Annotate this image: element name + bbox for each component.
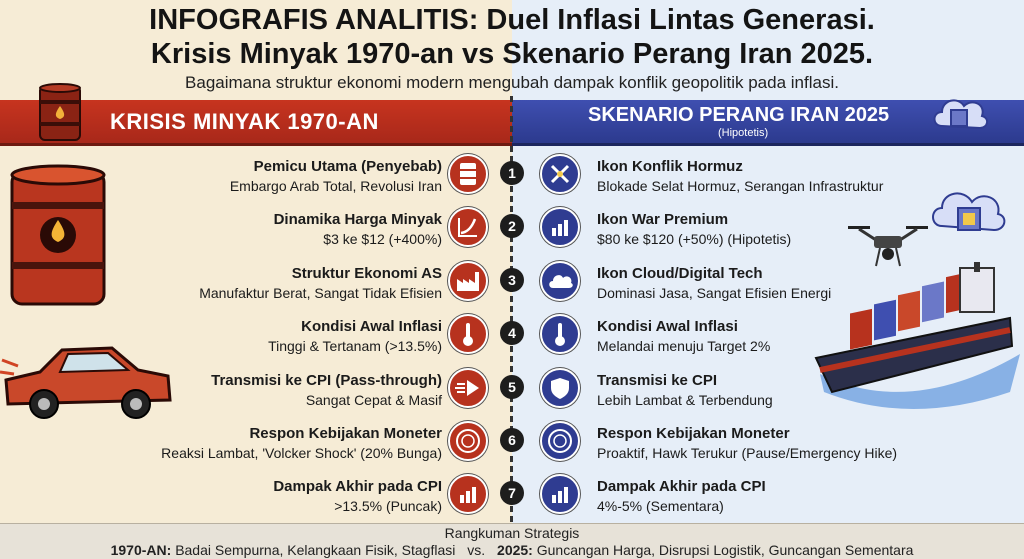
factory-icon	[448, 261, 488, 301]
right-row-value: Dominasi Jasa, Sangat Efisien Energi	[597, 285, 832, 301]
right-row-title: Ikon War Premium	[597, 211, 729, 228]
row-number-badge: 3	[500, 268, 524, 292]
right-row-value: Lebih Lambat & Terbendung	[597, 392, 773, 408]
right-row-value: Blokade Selat Hormuz, Serangan Infrastru…	[597, 178, 884, 194]
comparison-row-3: Struktur Ekonomi AS Manufaktur Berat, Sa…	[0, 261, 1024, 321]
center-divider	[510, 96, 513, 528]
left-banner: KRISIS MINYAK 1970-AN	[0, 100, 512, 146]
comparison-row-2: Dinamika Harga Minyak $3 ke $12 (+400%) …	[0, 207, 1024, 267]
right-row-value: Melandai menuju Target 2%	[597, 338, 771, 354]
bar-chart-icon	[540, 207, 580, 247]
row-number-badge: 5	[500, 375, 524, 399]
footer-summary-line: 1970-AN: Badai Sempurna, Kelangkaan Fisi…	[0, 542, 1024, 558]
right-row-title: Ikon Cloud/Digital Tech	[597, 265, 763, 282]
left-row-value: Reaksi Lambat, 'Volcker Shock' (20% Bung…	[161, 445, 442, 461]
footer-left-text: Badai Sempurna, Kelangkaan Fisik, Stagfl…	[175, 542, 456, 558]
seal-icon	[540, 421, 580, 461]
left-row-title: Pemicu Utama (Penyebab)	[253, 158, 442, 175]
shield-icon	[540, 368, 580, 408]
row-number-badge: 4	[500, 321, 524, 345]
left-row-title: Respon Kebijakan Moneter	[249, 425, 442, 442]
left-row-value: $3 ke $12 (+400%)	[323, 231, 442, 247]
strategic-summary-footer: Rangkuman Strategis 1970-AN: Badai Sempu…	[0, 523, 1024, 559]
left-row-title: Dinamika Harga Minyak	[273, 211, 442, 228]
right-row-value: 4%-5% (Sementara)	[597, 498, 724, 514]
left-row-title: Transmisi ke CPI (Pass-through)	[211, 372, 442, 389]
comparison-row-5: Transmisi ke CPI (Pass-through) Sangat C…	[0, 368, 1024, 428]
comparison-row-7: Dampak Akhir pada CPI >13.5% (Puncak) 7 …	[0, 474, 1024, 534]
left-row-value: Sangat Cepat & Masif	[305, 392, 442, 408]
row-number-badge: 1	[500, 161, 524, 185]
right-banner-sublabel: (Hipotetis)	[718, 127, 769, 139]
left-row-title: Struktur Ekonomi AS	[291, 265, 442, 282]
cloud-icon	[540, 261, 580, 301]
right-row-value: $80 ke $120 (+50%) (Hipotetis)	[597, 231, 792, 247]
footer-left-label: 1970-AN:	[110, 542, 172, 558]
right-panel-background	[512, 0, 1024, 530]
right-row-title: Dampak Akhir pada CPI	[597, 478, 766, 495]
footer-right-text: Guncangan Harga, Disrupsi Logistik, Gunc…	[536, 542, 914, 558]
fast-arrow-icon	[448, 368, 488, 408]
large-oil-barrel-icon	[10, 164, 106, 306]
right-row-title: Respon Kebijakan Moneter	[597, 425, 790, 442]
crossed-swords-icon	[540, 154, 580, 194]
row-number-badge: 6	[500, 428, 524, 452]
drone-icon	[848, 226, 928, 267]
comparison-row-4: Kondisi Awal Inflasi Tinggi & Tertanam (…	[0, 314, 1024, 374]
small-oil-barrel-icon	[39, 83, 81, 141]
thermometer-icon	[540, 314, 580, 354]
vintage-car-icon	[0, 346, 172, 419]
left-row-value: >13.5% (Puncak)	[334, 498, 442, 514]
footer-vs: vs.	[467, 542, 486, 558]
left-banner-label: KRISIS MINYAK 1970-AN	[110, 109, 379, 134]
left-row-value: Tinggi & Tertanam (>13.5%)	[268, 338, 442, 354]
page-subtitle: Bagaimana struktur ekonomi modern mengub…	[185, 73, 839, 92]
right-row-title: Kondisi Awal Inflasi	[597, 318, 738, 335]
right-row-title: Ikon Konflik Hormuz	[597, 158, 743, 175]
thermometer-icon	[448, 314, 488, 354]
page-title-line2: Krisis Minyak 1970-an vs Skenario Perang…	[150, 38, 874, 70]
page-title-line1: INFOGRAFIS ANALITIS: Duel Inflasi Lintas…	[149, 4, 875, 36]
oil-barrel-icon	[448, 154, 488, 194]
left-row-value: Manufaktur Berat, Sangat Tidak Efisien	[199, 285, 442, 301]
comparison-row-6: Respon Kebijakan Moneter Reaksi Lambat, …	[0, 421, 1024, 481]
bar-chart-icon	[540, 474, 580, 514]
left-row-value: Embargo Arab Total, Revolusi Iran	[229, 178, 442, 194]
cloud-chip-icon	[933, 99, 988, 130]
comparison-row-1: Pemicu Utama (Penyebab) Embargo Arab Tot…	[0, 154, 1024, 214]
footer-title: Rangkuman Strategis	[444, 525, 580, 541]
cloud-tech-icon	[932, 192, 1006, 232]
right-row-title: Transmisi ke CPI	[597, 372, 718, 389]
right-banner-label: SKENARIO PERANG IRAN 2025	[588, 104, 890, 126]
rising-chart-icon	[448, 207, 488, 247]
container-ship-icon	[814, 262, 1020, 409]
row-number-badge: 7	[500, 481, 524, 505]
right-row-value: Proaktif, Hawk Terukur (Pause/Emergency …	[597, 445, 898, 461]
row-number-badge: 2	[500, 214, 524, 238]
left-row-title: Kondisi Awal Inflasi	[301, 318, 442, 335]
seal-icon	[448, 421, 488, 461]
left-row-title: Dampak Akhir pada CPI	[273, 478, 442, 495]
footer-right-label: 2025:	[497, 542, 533, 558]
bar-chart-icon	[448, 474, 488, 514]
